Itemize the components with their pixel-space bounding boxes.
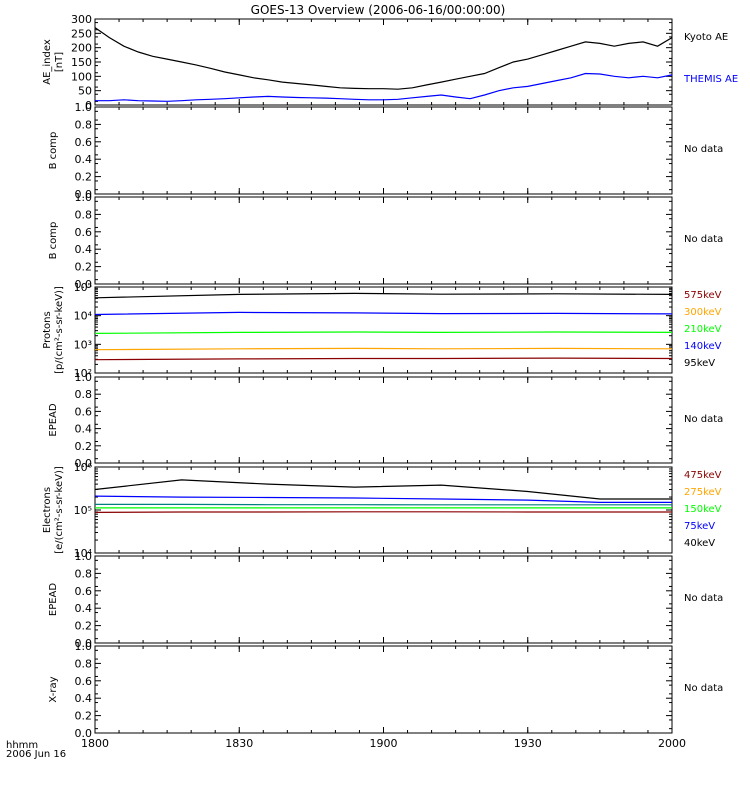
legend-label: 40keV (684, 538, 715, 549)
y-tick-label: 0.8 (75, 657, 93, 670)
legend-label: No data (684, 144, 723, 155)
y-tick-label: 0.2 (75, 171, 93, 184)
y-tick-label: 0.6 (75, 136, 93, 149)
series-line-475kev (94, 511, 672, 514)
y-tick-label: 1.0 (75, 101, 93, 114)
y-axis-label: [e/(cm²-s-sr-keV)] (54, 466, 65, 554)
chart-title: GOES-13 Overview (2006-06-16/00:00:00) (251, 3, 506, 17)
series-line-575kev (94, 357, 673, 361)
y-tick-label: 250 (71, 27, 92, 40)
legend-label: 140keV (684, 341, 722, 352)
y-tick-label: 10⁵ (74, 504, 92, 517)
y-tick-label: 0.4 (75, 423, 93, 436)
x-tick-label: 1830 (225, 737, 253, 750)
y-tick-label: 0.0 (75, 457, 93, 470)
y-axis-label: Electrons (42, 487, 53, 533)
legend-label: No data (684, 414, 723, 425)
series-line-95kev (94, 292, 673, 299)
y-tick-label: 0.8 (75, 208, 93, 221)
x-tick-label: 1800 (81, 737, 109, 750)
y-axis-label: EPEAD (48, 583, 59, 617)
legend-label: THEMIS AE (683, 74, 738, 85)
y-axis-label: B comp (48, 132, 59, 170)
y-tick-label: 0.2 (75, 261, 93, 274)
x-tick-label: 1930 (514, 737, 542, 750)
y-tick-label: 10⁵ (74, 281, 92, 294)
y-axis-label: AE_index (42, 39, 53, 85)
series-line-40kev (94, 479, 672, 500)
panel-frame (94, 286, 673, 374)
x-tick-label: 1900 (370, 737, 398, 750)
y-tick-label: 10⁴ (74, 547, 93, 560)
legend-label: 95keV (684, 358, 715, 369)
series-line-kyoto-ae (94, 27, 673, 90)
y-tick-label: 50 (78, 85, 92, 98)
y-tick-label: 10² (74, 367, 92, 380)
time-axis-date: 2006 Jun 16 (6, 749, 66, 760)
y-tick-label: 10⁶ (74, 461, 93, 474)
y-tick-label: 1.0 (75, 191, 93, 204)
legend-label: No data (684, 593, 723, 604)
y-tick-label: 1.0 (75, 371, 93, 384)
y-tick-label: 0.6 (75, 585, 93, 598)
y-tick-label: 10⁴ (74, 310, 93, 323)
y-tick-label: 200 (71, 42, 92, 55)
y-axis-label: [p/(cm²-s-sr-keV)] (54, 286, 65, 374)
series-line-75kev (94, 495, 672, 503)
legend-label: 75keV (684, 521, 715, 532)
y-tick-label: 0 (85, 99, 92, 112)
y-tick-label: 10³ (74, 338, 92, 351)
legend-label: 575keV (684, 290, 722, 301)
y-tick-label: 1.0 (75, 640, 93, 653)
panel-frame (94, 196, 673, 285)
y-tick-label: 300 (71, 13, 92, 26)
legend-label: 300keV (684, 307, 722, 318)
panel-frame (94, 555, 673, 644)
y-tick-label: 0.2 (75, 710, 93, 723)
series-line-themis-ae (95, 72, 673, 102)
legend-label: No data (684, 234, 723, 245)
y-tick-label: 1.0 (75, 550, 93, 563)
legend-label: 210keV (684, 324, 722, 335)
y-tick-label: 0.4 (75, 153, 93, 166)
legend-label: No data (684, 683, 723, 694)
y-tick-label: 0.4 (75, 243, 93, 256)
y-tick-label: 0.4 (75, 602, 93, 615)
y-axis-label: B comp (48, 222, 59, 260)
series-line-210kev (94, 331, 673, 334)
y-axis-label: [nT] (54, 52, 65, 72)
y-axis-label: EPEAD (48, 403, 59, 437)
legend-label: 150keV (684, 504, 722, 515)
y-tick-label: 0.0 (75, 188, 93, 201)
time-axis-unit: hhmm (6, 740, 38, 751)
legend-label: Kyoto AE (684, 32, 728, 43)
y-tick-label: 0.6 (75, 405, 93, 418)
y-tick-label: 100 (71, 70, 92, 83)
panel-frame (94, 645, 673, 734)
y-tick-label: 0.4 (75, 692, 93, 705)
y-tick-label: 0.8 (75, 118, 93, 131)
y-tick-label: 0.2 (75, 440, 93, 453)
y-tick-label: 0.0 (75, 637, 93, 650)
legend-label: 475keV (684, 470, 722, 481)
y-axis-label: Protons (42, 311, 53, 348)
series-line-140kev (94, 311, 673, 316)
y-tick-label: 0.6 (75, 226, 93, 239)
y-tick-label: 0.0 (75, 727, 93, 740)
x-tick-label: 2000 (658, 737, 686, 750)
y-tick-label: 0.6 (75, 675, 93, 688)
panel-frame (94, 376, 673, 464)
legend-label: 275keV (684, 487, 722, 498)
panel-frame (94, 106, 673, 195)
y-axis-label: X-ray (48, 676, 59, 702)
series-line-300kev (94, 347, 673, 351)
y-tick-label: 0.8 (75, 567, 93, 580)
y-tick-label: 0.2 (75, 620, 93, 633)
y-tick-label: 0.0 (75, 278, 93, 291)
y-tick-label: 150 (71, 56, 92, 69)
y-tick-label: 0.8 (75, 388, 93, 401)
